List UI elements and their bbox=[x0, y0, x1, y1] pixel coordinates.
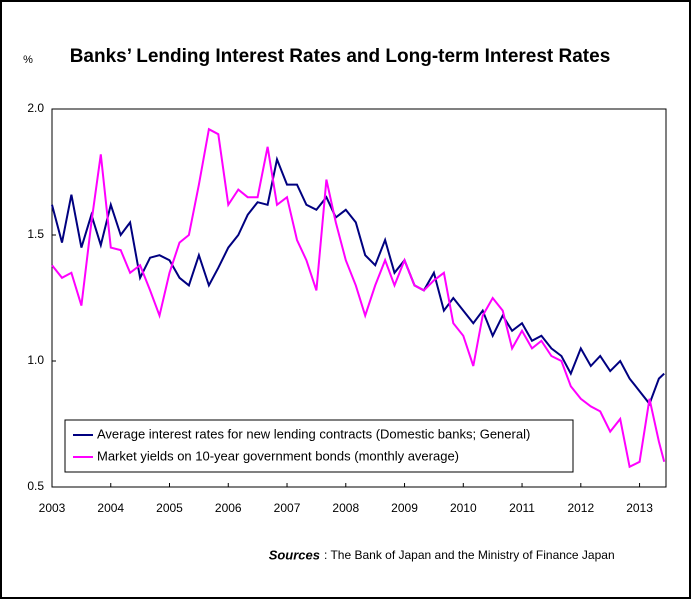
x-tick-label: 2009 bbox=[391, 501, 418, 515]
y-tick-label: 2.0 bbox=[27, 101, 44, 115]
x-tick-label: 2011 bbox=[509, 501, 535, 515]
x-tick-label: 2004 bbox=[97, 501, 124, 515]
x-tick-label: 2003 bbox=[39, 501, 66, 515]
y-tick-label: 1.5 bbox=[27, 227, 44, 241]
legend-box bbox=[64, 419, 574, 473]
x-tick-label: 2005 bbox=[156, 501, 183, 515]
sources-label: Sources bbox=[269, 547, 320, 562]
series-line bbox=[51, 127, 666, 469]
sources-text: : The Bank of Japan and the Ministry of … bbox=[324, 548, 615, 562]
y-tick-label: 1.0 bbox=[27, 353, 44, 367]
y-unit: % bbox=[23, 54, 33, 66]
legend-label: Market yields on 10-year government bond… bbox=[97, 448, 459, 463]
x-tick-label: 2012 bbox=[567, 501, 594, 515]
x-tick-label: 2013 bbox=[626, 501, 653, 515]
y-tick-label: 0.5 bbox=[27, 479, 44, 493]
chart-title: Banks’ Lending Interest Rates and Long-t… bbox=[70, 46, 611, 67]
legend-label: Average interest rates for new lending c… bbox=[97, 426, 530, 441]
x-tick-label: 2008 bbox=[332, 501, 359, 515]
x-tick-label: 2006 bbox=[215, 501, 242, 515]
plot-area bbox=[51, 108, 667, 488]
x-tick-label: 2010 bbox=[450, 501, 477, 515]
x-tick-label: 2007 bbox=[274, 501, 301, 515]
series-line bbox=[51, 155, 665, 406]
